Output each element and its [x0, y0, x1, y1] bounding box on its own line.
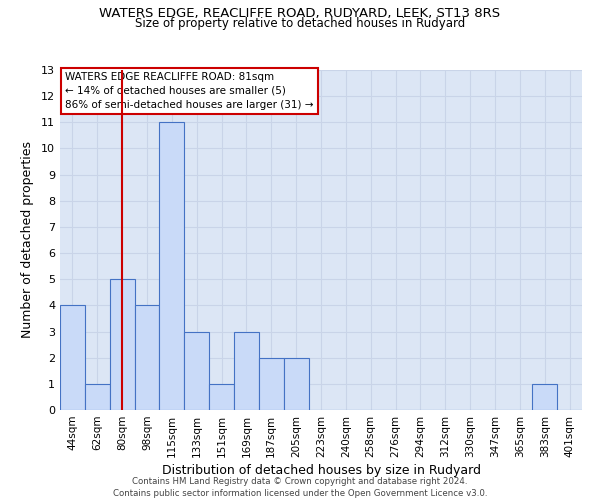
Bar [60, 306, 85, 410]
Text: Contains HM Land Registry data © Crown copyright and database right 2024.
Contai: Contains HM Land Registry data © Crown c… [113, 476, 487, 498]
Bar [184, 332, 209, 410]
Text: Size of property relative to detached houses in Rudyard: Size of property relative to detached ho… [135, 18, 465, 30]
Bar [259, 358, 284, 410]
Bar [110, 279, 134, 410]
Text: WATERS EDGE REACLIFFE ROAD: 81sqm
← 14% of detached houses are smaller (5)
86% o: WATERS EDGE REACLIFFE ROAD: 81sqm ← 14% … [65, 72, 314, 110]
Bar [85, 384, 110, 410]
X-axis label: Distribution of detached houses by size in Rudyard: Distribution of detached houses by size … [161, 464, 481, 477]
Y-axis label: Number of detached properties: Number of detached properties [21, 142, 34, 338]
Bar [134, 306, 160, 410]
Bar [532, 384, 557, 410]
Bar [284, 358, 308, 410]
Text: WATERS EDGE, REACLIFFE ROAD, RUDYARD, LEEK, ST13 8RS: WATERS EDGE, REACLIFFE ROAD, RUDYARD, LE… [100, 8, 500, 20]
Bar [209, 384, 234, 410]
Bar [160, 122, 184, 410]
Bar [234, 332, 259, 410]
